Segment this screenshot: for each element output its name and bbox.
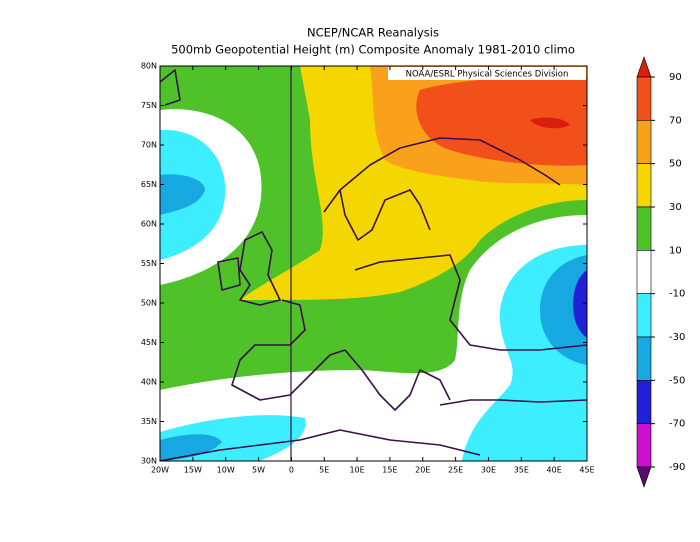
colorbar-band [636,120,652,164]
subtitle: 500mb Geopotential Height (m) Composite … [171,43,575,57]
colorbar-band [636,76,652,121]
colorbar-band [636,250,652,294]
x-tick-label: 45E [579,466,594,475]
x-tick-label: 40E [547,466,562,475]
colorbar-label: -10 [669,289,685,300]
colorbar-band [636,163,652,208]
x-tick-label: 25E [448,466,463,475]
colorbar-arrow [636,56,652,78]
x-tick-label: 10E [349,466,364,475]
contour-fill [160,434,222,461]
y-tick-label: 65N [141,180,157,189]
y-tick-label: 45N [141,338,157,347]
contour-fill [416,76,587,166]
contour-fill [530,117,570,129]
colorbar-label: -90 [669,462,685,473]
x-tick-label: 10W [217,466,235,475]
colorbar-label: 10 [669,245,682,256]
x-tick-label: 35E [514,466,529,475]
y-tick-label: 55N [141,259,157,268]
contour-fill [573,270,587,338]
colorbar-label: -30 [669,332,685,343]
y-tick-label: 50N [141,299,157,308]
x-tick-label: 15W [184,466,202,475]
y-tick-label: 70N [141,141,157,150]
colorbar-label: 90 [669,72,682,83]
x-tick-label: 30E [481,466,496,475]
contour-fill [540,255,587,365]
axes: 20W 15W 10W 5W 0 5E 10E 15E 20E 25E 30E 35E 40E 45E 30… [141,62,595,475]
colorbar-band [636,336,652,381]
y-tick-label: 30N [141,457,157,466]
x-tick-label: 15E [382,466,397,475]
y-tick-label: 60N [141,220,157,229]
x-tick-label: 20E [415,466,430,475]
colorbar-label: 70 [669,115,682,126]
colorbar: 90 70 50 30 10 -10 -30 -50 -70 -90 [636,56,685,488]
colorbar-arrow [636,466,652,488]
y-tick-label: 40N [141,378,157,387]
y-tick-label: 75N [141,101,157,110]
colorbar-band [636,293,652,338]
colorbar-band [636,423,652,468]
x-tick-label: 20W [151,466,169,475]
x-tick-label: 5E [319,466,329,475]
x-tick-label: 5W [252,466,265,475]
credit-box [388,67,586,80]
contour-fill [160,174,205,215]
y-tick-label: 35N [141,417,157,426]
colorbar-band [636,206,652,251]
colorbar-band [636,380,652,424]
y-tick-label: 80N [141,62,157,71]
x-tick-label: 0 [289,466,294,475]
colorbar-label: 50 [669,159,682,170]
colorbar-label: -70 [669,419,685,430]
colorbar-label: 30 [669,202,682,213]
coastlines [160,69,587,461]
credit: NOAA/ESRL Physical Sciences Division [406,70,569,80]
title: NCEP/NCAR Reanalysis [307,26,439,40]
colorbar-label: -50 [669,375,685,386]
